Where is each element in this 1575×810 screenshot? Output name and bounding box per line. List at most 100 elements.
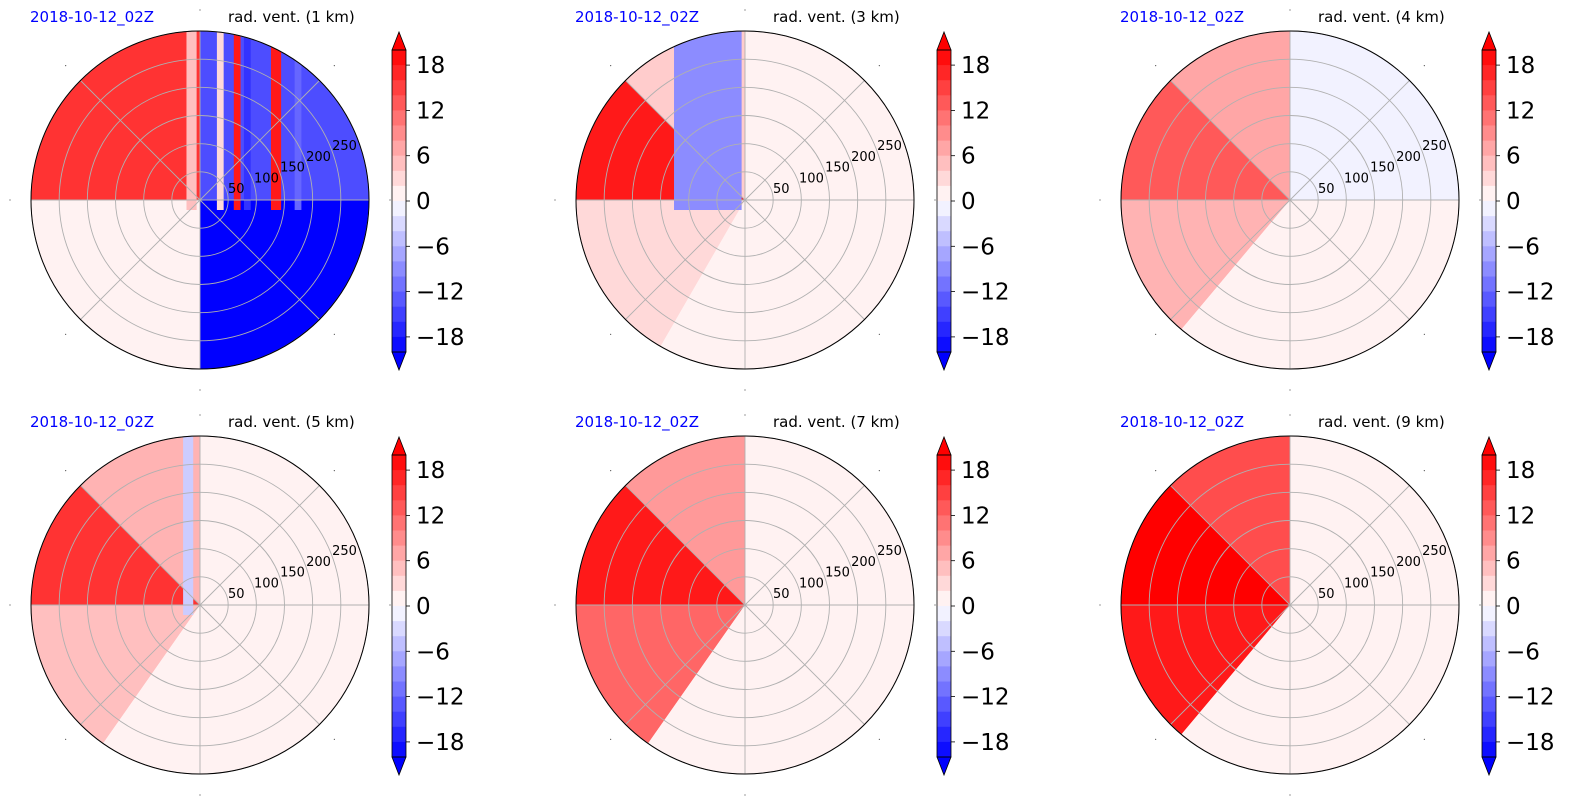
angular-tick (199, 794, 201, 796)
radial-tick-label: 250 (332, 544, 357, 559)
colorbar-step (392, 500, 406, 516)
colorbar-extend-top (1481, 30, 1497, 51)
grid-spoke (625, 485, 746, 606)
grid-spoke (80, 199, 201, 320)
colorbar: 18 12 6 0 −6 −12 −18 (1481, 435, 1555, 777)
colorbar-step (937, 741, 951, 758)
colorbar-extend-bottom (1481, 351, 1497, 372)
angular-tick (1423, 470, 1425, 472)
angular-tick (878, 333, 880, 335)
grid-spoke (199, 80, 320, 201)
colorbar-tick-label: 18 (1506, 53, 1535, 79)
angular-tick (65, 333, 67, 335)
radial-tick-label: 100 (799, 171, 824, 186)
angular-tick (1423, 333, 1425, 335)
grid-spoke (1289, 604, 1410, 725)
angular-tick (1155, 333, 1157, 335)
grid-spoke (80, 80, 201, 201)
colorbar: 18 12 6 0 −6 −12 −18 (391, 30, 465, 372)
colorbar-tick-label: 0 (1506, 594, 1521, 620)
angular-tick (65, 470, 67, 472)
angular-tick (744, 9, 746, 11)
colorbar-step (392, 231, 406, 247)
colorbar-tick-label: 0 (416, 189, 431, 215)
colorbar-tick-label: 12 (1506, 503, 1535, 529)
colorbar-tick-label: 12 (961, 503, 990, 529)
field-sector-2 (1121, 200, 1290, 334)
colorbar-step (937, 336, 951, 353)
angular-tick (554, 199, 556, 201)
angular-tick (610, 333, 612, 335)
colorbar-tick-label: −18 (1506, 730, 1555, 756)
colorbar-tick-label: 0 (1506, 189, 1521, 215)
date-label: 2018-10-12_02Z (30, 8, 155, 26)
colorbar-step (392, 95, 406, 111)
angular-tick (934, 199, 936, 201)
angular-tick (9, 604, 11, 606)
colorbar-extend-bottom (936, 351, 952, 372)
grid-spoke (1170, 485, 1291, 606)
colorbar-step (392, 575, 406, 592)
colorbar-step (1482, 485, 1496, 501)
colorbar-step (937, 110, 951, 126)
colorbar-step (937, 470, 951, 486)
colorbar-step (1482, 231, 1496, 247)
angular-tick (744, 794, 746, 796)
colorbar-step (937, 291, 951, 308)
colorbar-step (392, 306, 406, 323)
angular-tick (744, 414, 746, 416)
angular-tick (1155, 65, 1157, 67)
grid-spoke (625, 604, 746, 725)
colorbar-step (937, 621, 951, 637)
field-sector-2 (1121, 605, 1290, 739)
colorbar-step (392, 455, 406, 471)
grid-spoke (1170, 80, 1291, 201)
radial-tick-label: 50 (228, 182, 245, 197)
panel-title: rad. vent. (9 km) (1318, 413, 1445, 431)
colorbar-step (937, 636, 951, 652)
grid-spoke (1289, 485, 1410, 606)
angular-tick (1289, 794, 1291, 796)
field-sector-0 (1166, 31, 1290, 200)
date-label: 2018-10-12_02Z (30, 413, 155, 431)
colorbar-step (937, 666, 951, 682)
colorbar-tick-label: 6 (1506, 549, 1521, 575)
grid-spoke (744, 485, 865, 606)
colorbar-step (392, 246, 406, 262)
colorbar-tick-label: 6 (416, 144, 431, 170)
colorbar-step (1482, 741, 1496, 758)
angular-tick (65, 738, 67, 740)
colorbar-step (392, 125, 406, 142)
panel-1: 2018-10-12_02Z rad. vent. (1 km) 50 100 15… (0, 0, 545, 405)
colorbar-step (392, 560, 406, 577)
colorbar-step (1482, 651, 1496, 667)
colorbar-tick-label: 18 (416, 458, 445, 484)
colorbar-step (392, 470, 406, 486)
colorbar-step (1482, 575, 1496, 592)
colorbar-step (937, 261, 951, 277)
colorbar-step (1482, 95, 1496, 111)
colorbar-step (392, 201, 406, 217)
radial-tick-label: 200 (306, 150, 331, 165)
grid-spoke (199, 485, 320, 606)
colorbar-step (937, 606, 951, 622)
colorbar-step (1482, 726, 1496, 743)
colorbar-step (937, 276, 951, 293)
angular-tick (199, 389, 201, 391)
radial-tick-label: 100 (1344, 171, 1369, 186)
colorbar-tick-label: 6 (961, 549, 976, 575)
colorbar-step (392, 651, 406, 667)
colorbar-tick-label: −18 (416, 730, 465, 756)
colorbar-step (392, 530, 406, 547)
colorbar-tick-label: −6 (961, 639, 995, 665)
grid-spoke (744, 80, 865, 201)
colorbar-step (1482, 590, 1496, 607)
grid-spoke (1289, 80, 1410, 201)
colorbar-step (1482, 291, 1496, 308)
radial-tick-label: 150 (1370, 161, 1395, 176)
radial-tick-label: 50 (773, 587, 790, 602)
angular-tick (1099, 604, 1101, 606)
colorbar-step (392, 216, 406, 232)
